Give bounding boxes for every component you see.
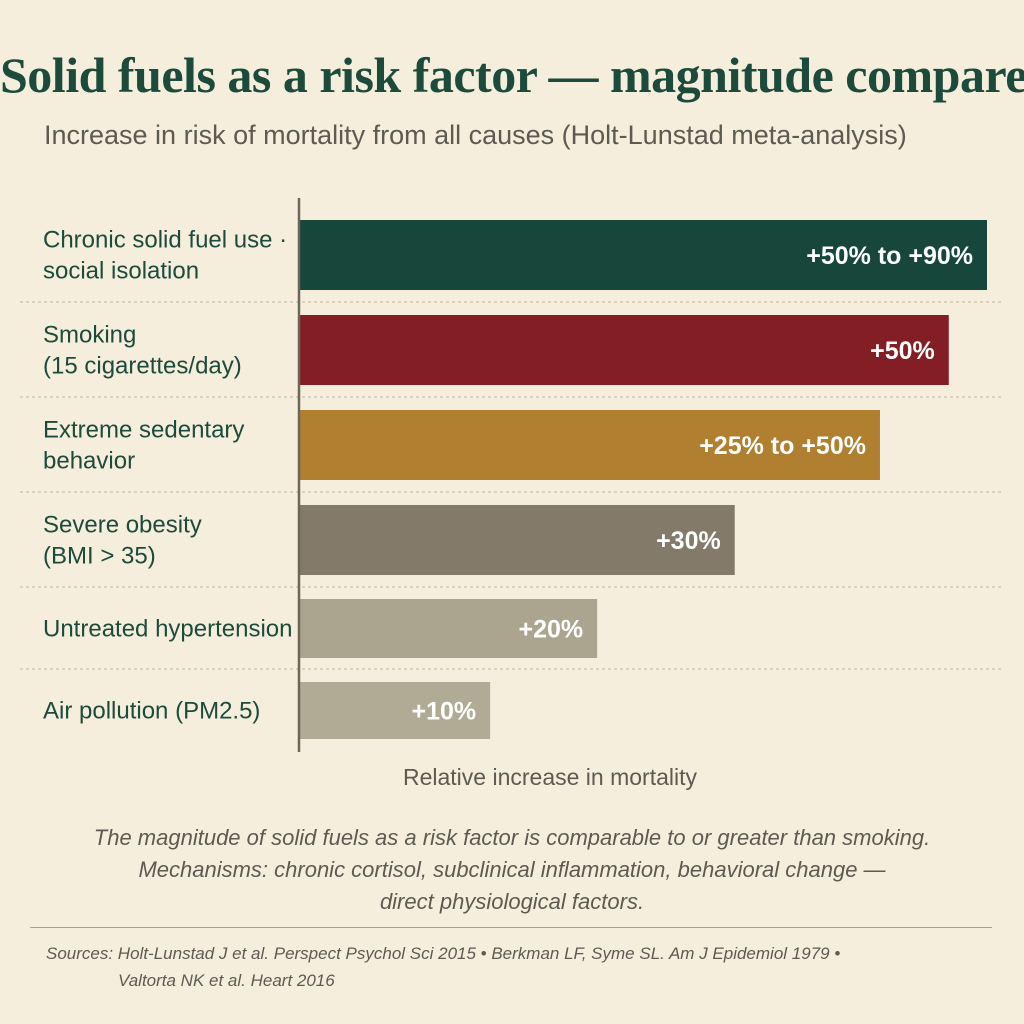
sources-line: Sources: Holt-Lunstad J et al. Perspect …	[46, 944, 841, 963]
bar	[299, 505, 735, 575]
bar-value-label: +50% to +90%	[806, 242, 973, 270]
category-label: Extreme sedentary behavior	[43, 417, 244, 475]
footer-divider	[30, 927, 992, 928]
bar-value-label: +25% to +50%	[699, 432, 866, 460]
page-title: Solid fuels as a risk factor — magnitude…	[0, 47, 1024, 103]
bar	[299, 410, 880, 480]
bar-value-label: +50%	[870, 337, 935, 365]
category-label: Untreated hypertension	[43, 616, 293, 643]
page-subtitle: Increase in risk of mortality from all c…	[44, 120, 907, 150]
bar	[299, 315, 949, 385]
sources: Sources: Holt-Lunstad J et al. Perspect …	[46, 940, 986, 994]
bar-value-label: +10%	[411, 698, 476, 726]
category-label: Chronic solid fuel use · social isolation	[43, 227, 287, 285]
bar	[299, 682, 491, 739]
footnote-line: direct physiological factors.	[379, 889, 645, 914]
category-label: Air pollution (PM2.5)	[43, 698, 260, 725]
category-label: Smoking (15 cigarettes/day)	[43, 322, 242, 380]
x-axis-label: Relative increase in mortality	[402, 764, 697, 790]
footnote-line: Mechanisms: chronic cortisol, subclinica…	[138, 857, 886, 882]
sources-line: Valtorta NK et al. Heart 2016	[118, 971, 335, 990]
category-label: Severe obesity (BMI > 35)	[43, 512, 202, 570]
bar	[299, 599, 598, 658]
bar-value-label: +30%	[656, 527, 721, 555]
footnote: The magnitude of solid fuels as a risk f…	[40, 822, 984, 918]
footnote-line: The magnitude of solid fuels as a risk f…	[93, 825, 931, 850]
bar	[299, 220, 987, 290]
bar-value-label: +20%	[518, 616, 583, 644]
